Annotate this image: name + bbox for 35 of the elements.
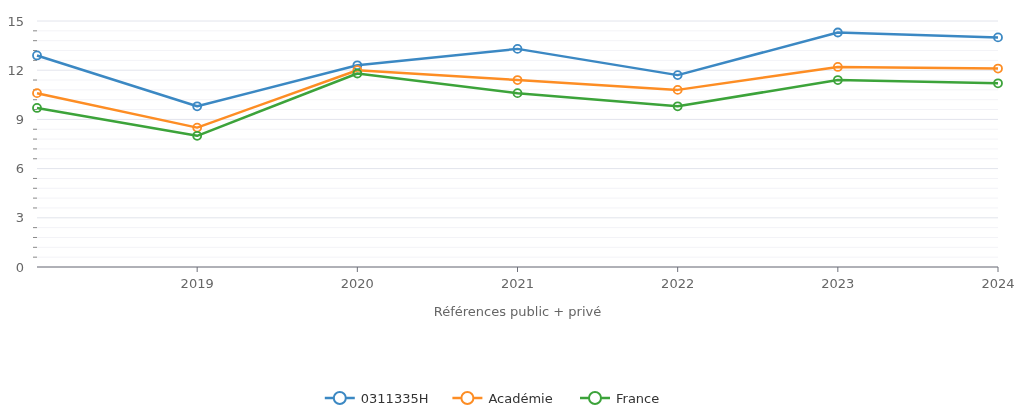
point (32, 88, 42, 99)
point (192, 122, 203, 133)
x-tick-label: 2019 (180, 276, 214, 291)
x-tick-label: 2023 (821, 276, 855, 291)
y-tick-label: 6 (15, 161, 24, 177)
point (672, 70, 683, 81)
legend-label: 0311335H (360, 390, 429, 406)
legend-label: Académie (488, 390, 553, 406)
x-tick-label: 2024 (981, 276, 1015, 291)
point (672, 84, 683, 95)
y-tick-label: 15 (7, 13, 24, 29)
point (512, 88, 523, 99)
point (832, 62, 843, 72)
point (512, 75, 523, 85)
y-tick-label: 12 (7, 62, 24, 78)
x-tick-label: 2022 (661, 276, 695, 291)
point (512, 43, 523, 54)
point (993, 32, 1003, 43)
x-tick-label: 2021 (500, 276, 535, 291)
point (993, 63, 1003, 74)
point (832, 75, 843, 85)
y-tick-label: 0 (15, 259, 24, 275)
y-tick-label: 9 (15, 111, 24, 127)
x-tick-label: 2020 (340, 276, 374, 291)
point (832, 27, 843, 38)
point (993, 78, 1003, 89)
point (672, 101, 683, 112)
y-tick-label: 3 (15, 210, 24, 226)
x-axis-title: Références public + privé (433, 304, 602, 319)
point (192, 101, 203, 112)
point (352, 60, 363, 71)
point (32, 50, 42, 61)
point (32, 103, 42, 113)
legend-label: France (616, 390, 660, 406)
point (192, 130, 203, 141)
